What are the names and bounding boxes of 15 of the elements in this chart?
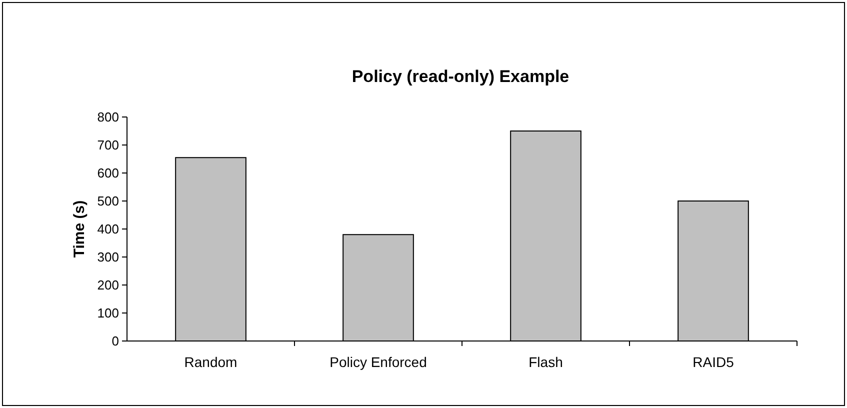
x-tick-label: Policy Enforced [330, 354, 427, 370]
y-axis-title: Time (s) [71, 200, 88, 258]
chart-title: Policy (read-only) Example [352, 67, 570, 86]
y-tick-label: 400 [97, 222, 119, 237]
y-tick-label: 600 [97, 166, 119, 181]
y-tick-label: 500 [97, 194, 119, 209]
y-tick-label: 300 [97, 250, 119, 265]
y-tick-label: 100 [97, 306, 119, 321]
x-tick-label: Flash [528, 354, 563, 370]
y-tick-label: 700 [97, 138, 119, 153]
y-tick-label: 200 [97, 278, 119, 293]
y-tick-label: 800 [97, 110, 119, 125]
x-tick-label: RAID5 [692, 354, 734, 370]
x-tick-label: Random [184, 354, 238, 370]
y-tick-label: 0 [112, 334, 119, 349]
